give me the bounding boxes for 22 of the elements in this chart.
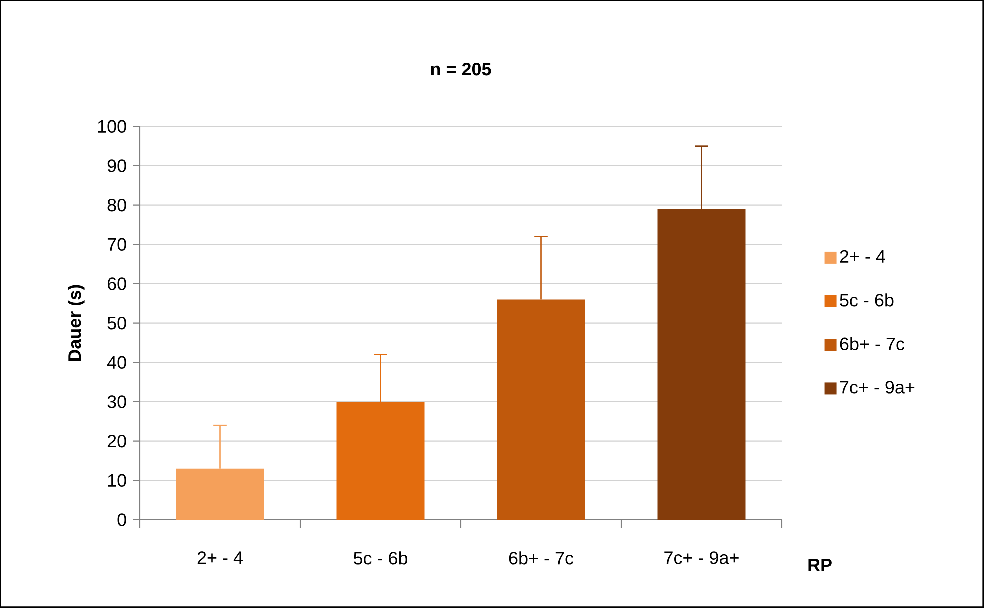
y-tick-label: 80 <box>108 198 126 212</box>
y-tick-label: 30 <box>108 396 126 408</box>
y-axis-title: Dauer (s) <box>68 285 85 362</box>
x-axis-title: RP <box>808 559 832 572</box>
x-tick-label: 7c+ - 9a+ <box>664 552 739 564</box>
legend-label: 5c - 6b <box>840 294 894 307</box>
legend-label: 7c+ - 9a+ <box>840 381 915 394</box>
y-tick-label: 70 <box>108 238 126 252</box>
x-tick-label: 2+ - 4 <box>198 552 243 564</box>
y-tick-label: 40 <box>107 356 126 370</box>
y-tick-label: 90 <box>108 160 126 172</box>
y-tick-label: 10 <box>108 474 126 488</box>
legend-label: 2+ - 4 <box>840 250 886 263</box>
y-tick-label: 0 <box>118 514 126 526</box>
x-tick-label: 6b+ - 7c <box>509 552 574 565</box>
y-tick-label: 100 <box>98 120 126 134</box>
legend-label: 6b+ - 7c <box>840 337 905 351</box>
x-tick-label: 5c - 6b <box>354 552 408 565</box>
y-tick-label: 20 <box>108 434 126 448</box>
y-tick-label: 50 <box>108 316 126 330</box>
y-tick-label: 60 <box>108 278 126 290</box>
chart-title: n = 205 <box>431 62 492 76</box>
